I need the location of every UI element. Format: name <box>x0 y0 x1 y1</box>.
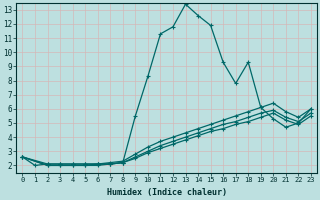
X-axis label: Humidex (Indice chaleur): Humidex (Indice chaleur) <box>107 188 227 197</box>
